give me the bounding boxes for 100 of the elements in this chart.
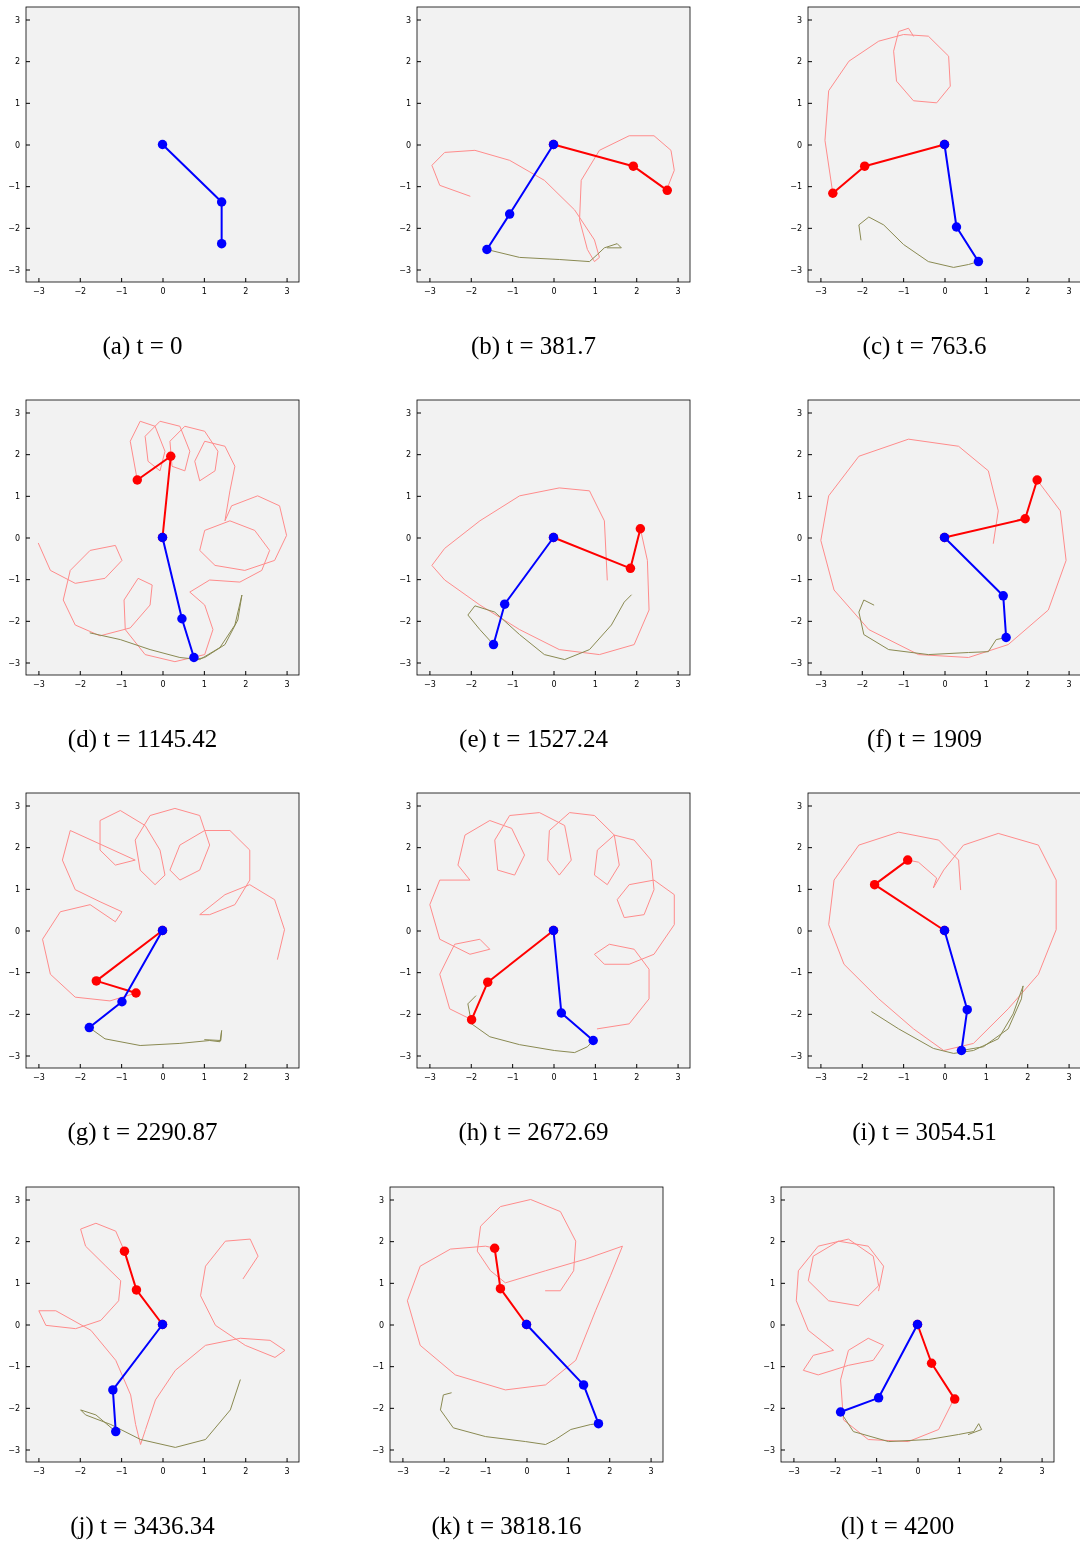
- x-tick-label: 3: [1066, 1072, 1072, 1082]
- y-tick-label: −3: [8, 1051, 20, 1061]
- x-tick-label: −2: [856, 1072, 869, 1082]
- y-tick-label: −3: [399, 1051, 411, 1061]
- y-tick-label: −1: [372, 1362, 384, 1372]
- y-tick-label: 0: [14, 140, 20, 150]
- y-tick-label: −2: [8, 616, 20, 626]
- y-tick-label: −2: [8, 223, 20, 233]
- x-tick-label: −1: [897, 679, 910, 689]
- x-tick-label: −1: [115, 679, 128, 689]
- y-tick-label: 0: [769, 1320, 775, 1330]
- y-tick-label: 2: [769, 1237, 775, 1247]
- x-tick-label: 2: [634, 679, 640, 689]
- y-tick-label: −2: [399, 616, 411, 626]
- y-tick-label: −3: [372, 1445, 384, 1455]
- x-tick-label: −1: [897, 286, 910, 296]
- y-tick-label: 3: [14, 408, 20, 418]
- y-tick-label: −2: [790, 223, 802, 233]
- x-tick-label: −3: [815, 679, 827, 689]
- x-tick-label: 0: [942, 1072, 948, 1082]
- x-tick-label: 0: [551, 679, 557, 689]
- x-tick-label: 1: [201, 286, 207, 296]
- x-tick-label: 3: [284, 1466, 290, 1476]
- text: (i) t = 3054.51: [852, 1118, 997, 1146]
- x-tick-label: 1: [201, 1072, 207, 1082]
- x-tick-label: 2: [243, 679, 249, 689]
- text: (d) t = 1145.42: [67, 725, 218, 753]
- x-tick-label: 2: [607, 1466, 613, 1476]
- x-tick-label: 2: [243, 286, 249, 296]
- y-tick-label: 2: [14, 843, 20, 853]
- y-tick-label: 3: [796, 408, 802, 418]
- y-tick-label: 0: [405, 926, 411, 936]
- x-tick-label: 3: [675, 1072, 681, 1082]
- y-tick-label: 1: [405, 491, 411, 501]
- y-tick-label: 3: [796, 15, 802, 25]
- y-tick-label: −3: [399, 658, 411, 668]
- x-tick-label: −3: [33, 1466, 45, 1476]
- y-tick-label: 1: [378, 1278, 384, 1288]
- x-tick-label: 3: [648, 1466, 654, 1476]
- y-tick-label: 2: [796, 57, 802, 67]
- y-tick-label: 1: [796, 98, 802, 108]
- x-tick-label: −2: [438, 1466, 451, 1476]
- y-tick-label: −3: [790, 658, 802, 668]
- y-tick-label: 0: [14, 926, 20, 936]
- x-tick-label: 0: [551, 1072, 557, 1082]
- x-tick-label: −1: [506, 679, 519, 689]
- y-tick-label: 2: [405, 450, 411, 460]
- x-tick-label: 1: [983, 286, 989, 296]
- y-tick-label: 3: [14, 15, 20, 25]
- y-tick-label: 1: [405, 98, 411, 108]
- x-tick-label: 0: [160, 1466, 166, 1476]
- y-tick-label: −3: [399, 265, 411, 275]
- y-tick-label: −1: [399, 575, 411, 585]
- x-tick-label: 3: [284, 1072, 290, 1082]
- x-tick-label: 0: [942, 679, 948, 689]
- text: (e) t = 1527.24: [459, 725, 609, 753]
- x-tick-label: 2: [1025, 679, 1031, 689]
- y-tick-label: 2: [796, 843, 802, 853]
- y-tick-label: 3: [405, 408, 411, 418]
- y-tick-label: −2: [372, 1403, 384, 1413]
- text: (a) t = 0: [102, 332, 183, 360]
- x-tick-label: −3: [424, 286, 436, 296]
- x-tick-label: 2: [634, 1072, 640, 1082]
- x-tick-label: −3: [424, 679, 436, 689]
- x-tick-label: −2: [856, 679, 869, 689]
- y-tick-label: 1: [14, 491, 20, 501]
- y-tick-label: 1: [405, 884, 411, 894]
- x-tick-label: 3: [284, 286, 290, 296]
- y-tick-label: 1: [796, 491, 802, 501]
- x-tick-label: −2: [74, 1072, 87, 1082]
- text: (g) t = 2290.87: [67, 1118, 218, 1146]
- x-tick-label: −1: [115, 1072, 128, 1082]
- x-tick-label: −1: [506, 286, 519, 296]
- y-tick-label: 3: [796, 801, 802, 811]
- y-tick-label: 2: [405, 843, 411, 853]
- x-tick-label: −1: [897, 1072, 910, 1082]
- y-tick-label: 1: [14, 884, 20, 894]
- y-tick-label: −1: [790, 575, 802, 585]
- x-tick-label: −2: [465, 286, 478, 296]
- x-tick-label: 1: [201, 679, 207, 689]
- x-tick-label: 0: [524, 1466, 530, 1476]
- y-tick-label: 2: [14, 57, 20, 67]
- x-tick-label: 2: [243, 1466, 249, 1476]
- x-tick-label: 1: [592, 286, 598, 296]
- text: (h) t = 2672.69: [458, 1118, 609, 1146]
- text: (j) t = 3436.34: [70, 1512, 216, 1540]
- y-tick-label: 0: [405, 533, 411, 543]
- y-tick-label: −1: [8, 1362, 20, 1372]
- x-tick-label: 0: [942, 286, 948, 296]
- text: (k) t = 3818.16: [431, 1512, 582, 1540]
- x-tick-label: −1: [870, 1466, 883, 1476]
- y-tick-label: −1: [8, 575, 20, 585]
- x-tick-label: −2: [74, 1466, 87, 1476]
- y-tick-label: 3: [14, 1195, 20, 1205]
- y-tick-label: 0: [796, 533, 802, 543]
- y-tick-label: −1: [399, 182, 411, 192]
- y-tick-label: 3: [378, 1195, 384, 1205]
- y-tick-label: 3: [769, 1195, 775, 1205]
- x-tick-label: 1: [592, 1072, 598, 1082]
- x-tick-label: 0: [551, 286, 557, 296]
